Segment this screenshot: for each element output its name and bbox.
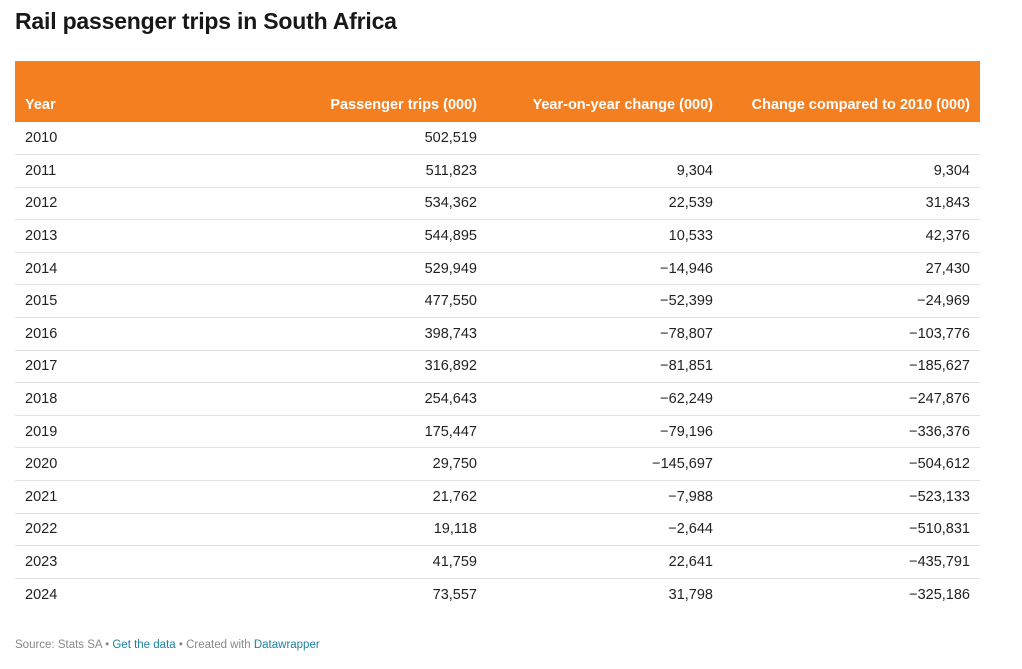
- cell-year: 2016: [15, 317, 195, 351]
- cell-year: 2011: [15, 154, 195, 188]
- cell-year-on-year-change: −79,196: [487, 415, 723, 449]
- table-row: 2013 544,895 10,533 42,376: [15, 219, 980, 253]
- cell-change-vs-2010: [723, 122, 980, 156]
- table-row: 2024 73,557 31,798 −325,186: [15, 578, 980, 611]
- header-change-vs-2010[interactable]: Change compared to 2010 (000): [751, 97, 970, 113]
- cell-change-vs-2010: −435,791: [723, 545, 980, 579]
- cell-passenger-trips: 19,118: [195, 513, 487, 547]
- get-the-data-link[interactable]: Get the data: [112, 639, 176, 651]
- footer-separator: •: [175, 639, 187, 651]
- cell-year-on-year-change: [487, 122, 723, 156]
- cell-year-on-year-change: −81,851: [487, 350, 723, 384]
- cell-year: 2018: [15, 382, 195, 416]
- header-row: Year Passenger trips (000) Year-on-year …: [15, 61, 980, 122]
- cell-change-vs-2010: −510,831: [723, 513, 980, 547]
- cell-passenger-trips: 398,743: [195, 317, 487, 351]
- cell-year-on-year-change: −14,946: [487, 252, 723, 286]
- cell-year: 2021: [15, 480, 195, 514]
- cell-passenger-trips: 511,823: [195, 154, 487, 188]
- created-with-text: Created with: [186, 639, 254, 651]
- cell-year-on-year-change: −145,697: [487, 447, 723, 482]
- cell-change-vs-2010: 42,376: [723, 219, 980, 253]
- cell-change-vs-2010: −185,627: [723, 350, 980, 384]
- table-row: 2021 21,762 −7,988 −523,133: [15, 480, 980, 514]
- cell-year-on-year-change: −2,644: [487, 513, 723, 547]
- datawrapper-link[interactable]: Datawrapper: [253, 639, 320, 651]
- cell-year: 2022: [15, 513, 195, 547]
- table-row: 2012 534,362 22,539 31,843: [15, 187, 980, 221]
- table-row: 2018 254,643 −62,249 −247,876: [15, 382, 980, 416]
- cell-passenger-trips: 534,362: [195, 187, 487, 221]
- cell-passenger-trips: 502,519: [195, 122, 487, 156]
- footer-separator: •: [101, 639, 113, 651]
- cell-year-on-year-change: 22,539: [487, 187, 723, 221]
- cell-change-vs-2010: 27,430: [723, 252, 980, 286]
- cell-passenger-trips: 21,762: [195, 480, 487, 514]
- table-row: 2014 529,949 −14,946 27,430: [15, 252, 980, 286]
- cell-year: 2019: [15, 415, 195, 449]
- cell-year: 2020: [15, 447, 195, 482]
- cell-passenger-trips: 73,557: [432, 586, 477, 603]
- cell-passenger-trips: 529,949: [195, 252, 487, 286]
- table-row: 2019 175,447 −79,196 −336,376: [15, 415, 980, 449]
- cell-year: 2024: [25, 586, 58, 603]
- cell-change-vs-2010: −504,612: [723, 447, 980, 482]
- cell-change-vs-2010: −103,776: [723, 317, 980, 351]
- footer: Source: Stats SA • Get the data • Create…: [15, 639, 320, 651]
- cell-passenger-trips: 544,895: [195, 219, 487, 253]
- cell-year-on-year-change: −62,249: [487, 382, 723, 416]
- table-row: 2017 316,892 −81,851 −185,627: [15, 350, 980, 384]
- cell-change-vs-2010: −24,969: [723, 284, 980, 319]
- cell-change-vs-2010: −523,133: [723, 480, 980, 514]
- cell-year-on-year-change: 10,533: [487, 219, 723, 253]
- header-passenger-trips[interactable]: Passenger trips (000): [330, 97, 477, 113]
- chart-title: Rail passenger trips in South Africa: [15, 8, 397, 34]
- cell-year: 2012: [15, 187, 195, 221]
- table-row: 2022 19,118 −2,644 −510,831: [15, 513, 980, 547]
- cell-passenger-trips: 316,892: [195, 350, 487, 384]
- cell-passenger-trips: 477,550: [195, 284, 487, 319]
- cell-change-vs-2010: −325,186: [909, 586, 970, 603]
- data-table: Year Passenger trips (000) Year-on-year …: [15, 61, 980, 611]
- header-year-on-year-change[interactable]: Year-on-year change (000): [532, 97, 713, 113]
- table-row: 2011 511,823 9,304 9,304: [15, 154, 980, 188]
- table-row: 2016 398,743 −78,807 −103,776: [15, 317, 980, 351]
- cell-passenger-trips: 41,759: [195, 545, 487, 579]
- cell-year-on-year-change: 9,304: [487, 154, 723, 188]
- cell-change-vs-2010: −336,376: [723, 415, 980, 449]
- cell-year: 2023: [15, 545, 195, 579]
- cell-year-on-year-change: −52,399: [487, 284, 723, 319]
- cell-change-vs-2010: 9,304: [723, 154, 980, 188]
- cell-year-on-year-change: −78,807: [487, 317, 723, 351]
- cell-year: 2014: [15, 252, 195, 286]
- header-year[interactable]: Year: [25, 97, 56, 113]
- cell-year-on-year-change: 22,641: [487, 545, 723, 579]
- cell-year-on-year-change: 31,798: [668, 586, 713, 603]
- table-body: 2010 502,519 2011 511,823 9,304 9,304 2012 534,…: [15, 122, 980, 611]
- cell-year-on-year-change: −7,988: [487, 480, 723, 514]
- table-header: Year Passenger trips (000) Year-on-year …: [15, 61, 980, 122]
- table-row: 2023 41,759 22,641 −435,791: [15, 545, 980, 579]
- cell-year: 2017: [15, 350, 195, 384]
- table-row: 2020 29,750 −145,697 −504,612: [15, 447, 980, 482]
- source-text: Source: Stats SA: [15, 639, 102, 651]
- cell-change-vs-2010: −247,876: [723, 382, 980, 416]
- cell-passenger-trips: 175,447: [195, 415, 487, 449]
- cell-passenger-trips: 254,643: [195, 382, 487, 416]
- cell-change-vs-2010: 31,843: [723, 187, 980, 221]
- table-row: 2010 502,519: [15, 122, 980, 156]
- cell-year: 2013: [15, 219, 195, 253]
- table-row: 2015 477,550 −52,399 −24,969: [15, 284, 980, 319]
- cell-year: 2010: [15, 122, 195, 156]
- cell-passenger-trips: 29,750: [195, 447, 487, 482]
- cell-year: 2015: [15, 284, 195, 319]
